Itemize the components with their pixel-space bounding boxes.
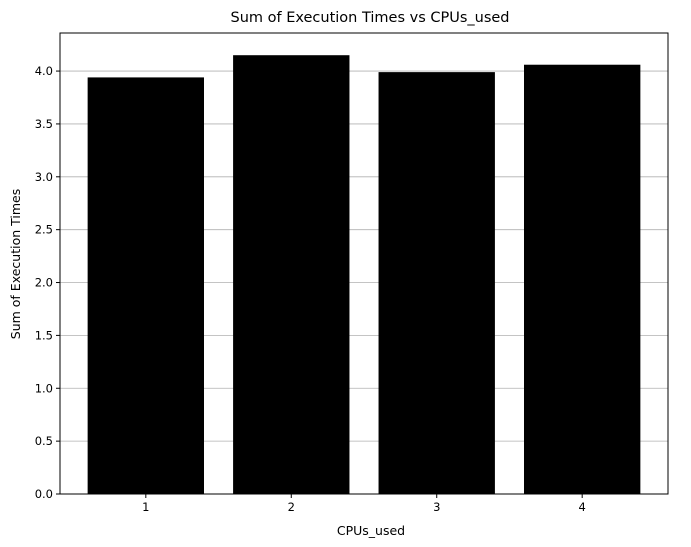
bars-group	[87, 55, 641, 495]
bar-3	[378, 72, 495, 495]
x-tick-label: 2	[288, 500, 295, 514]
bar-4	[524, 64, 641, 494]
plot-frame	[59, 32, 669, 495]
y-tick-label: 2.5	[35, 223, 53, 237]
x-tick-label: 4	[579, 500, 586, 514]
bar-1	[87, 77, 204, 494]
y-tick-label: 4.0	[35, 64, 53, 78]
y-tick-label: 2.0	[35, 276, 53, 290]
x-tick-label: 1	[142, 500, 149, 514]
y-tick-label: 1.0	[35, 381, 53, 395]
y-tick-label: 0.0	[35, 487, 53, 501]
y-tick-label: 0.5	[35, 434, 53, 448]
x-tick-label: 3	[433, 500, 440, 514]
y-axis-ticks: 0.0 0.5 1.0 1.5 2.0 2.5 3.0 3.5 4.0	[35, 64, 60, 501]
bar-2	[233, 55, 350, 494]
y-tick-label: 3.0	[35, 170, 53, 184]
x-axis-title: CPUs_used	[337, 523, 405, 538]
y-axis-title: Sum of Execution Times	[8, 189, 23, 339]
y-tick-label: 1.5	[35, 328, 53, 342]
y-tick-label: 3.5	[35, 117, 53, 131]
x-axis-ticks: 1 2 3 4	[142, 494, 586, 514]
chart-title: Sum of Execution Times vs CPUs_used	[230, 10, 509, 26]
